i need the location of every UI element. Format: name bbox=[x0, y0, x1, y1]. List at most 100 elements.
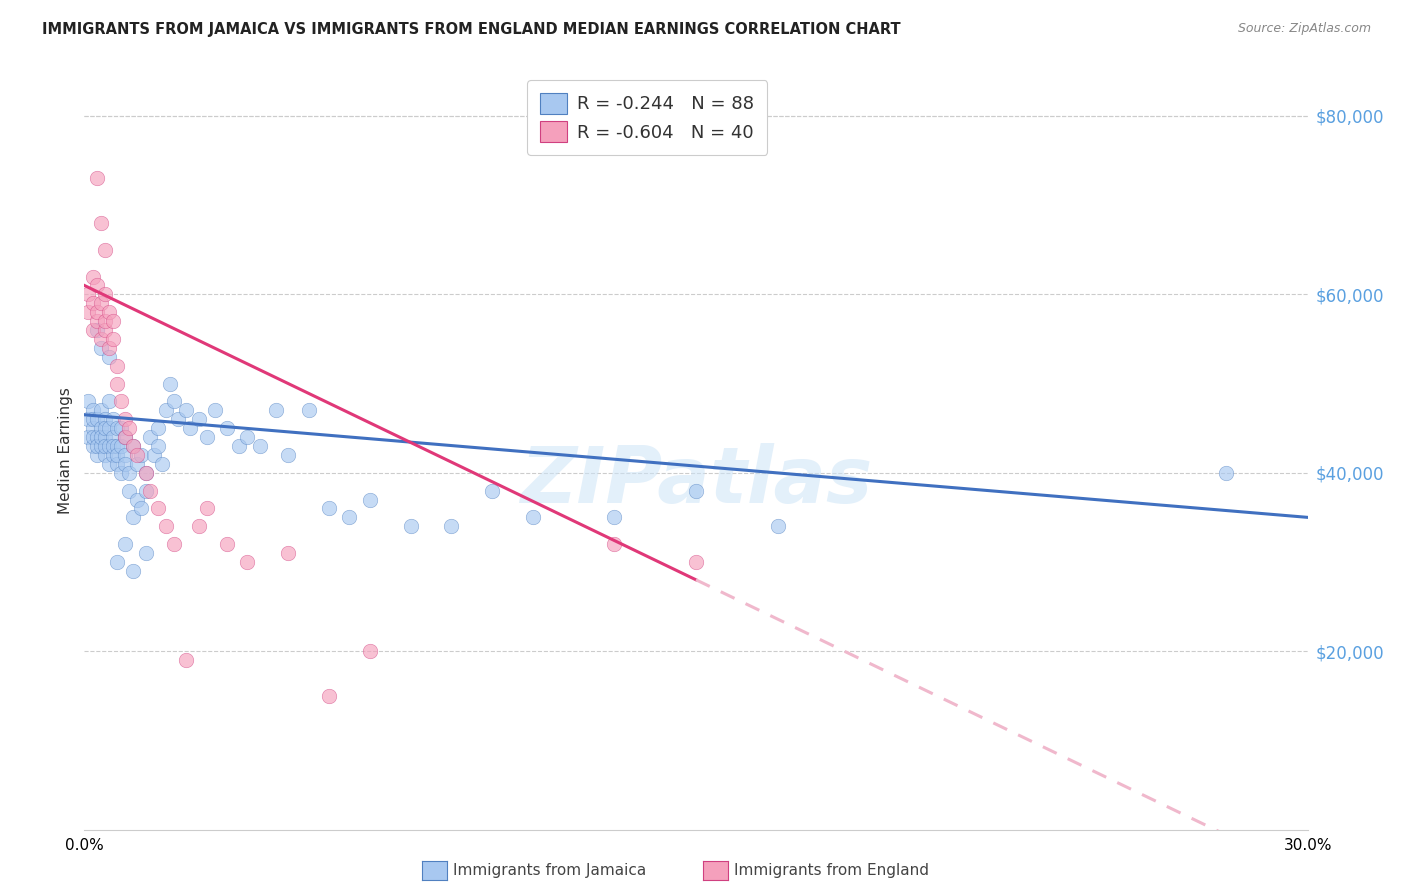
Point bbox=[135, 546, 157, 560]
Point bbox=[135, 466, 157, 480]
Point bbox=[82, 439, 104, 453]
Point bbox=[118, 421, 141, 435]
Point bbox=[86, 305, 108, 319]
Point bbox=[93, 323, 115, 337]
Point bbox=[127, 457, 149, 471]
Point bbox=[339, 510, 361, 524]
Point bbox=[685, 483, 707, 498]
Point bbox=[105, 448, 128, 462]
Point bbox=[114, 430, 136, 444]
Text: IMMIGRANTS FROM JAMAICA VS IMMIGRANTS FROM ENGLAND MEDIAN EARNINGS CORRELATION C: IMMIGRANTS FROM JAMAICA VS IMMIGRANTS FR… bbox=[42, 22, 901, 37]
Point bbox=[167, 412, 190, 426]
Point bbox=[127, 492, 149, 507]
Point bbox=[105, 555, 128, 569]
Point bbox=[603, 510, 626, 524]
Point bbox=[105, 421, 128, 435]
Point bbox=[101, 439, 124, 453]
Point bbox=[195, 501, 218, 516]
Point bbox=[146, 439, 169, 453]
Point bbox=[118, 483, 141, 498]
Point bbox=[82, 323, 104, 337]
Point bbox=[146, 501, 169, 516]
Point bbox=[101, 412, 124, 426]
Point bbox=[82, 403, 104, 417]
Point bbox=[93, 314, 115, 328]
Point bbox=[93, 448, 115, 462]
Point bbox=[236, 555, 259, 569]
Point bbox=[93, 243, 115, 257]
Point bbox=[77, 394, 100, 409]
Point bbox=[93, 430, 115, 444]
Point bbox=[97, 305, 120, 319]
Point bbox=[114, 448, 136, 462]
Point bbox=[90, 296, 112, 310]
Point bbox=[359, 644, 381, 658]
Point bbox=[522, 510, 544, 524]
Point bbox=[138, 483, 160, 498]
Point bbox=[195, 430, 218, 444]
Point bbox=[217, 421, 239, 435]
Point bbox=[298, 403, 321, 417]
Text: Immigrants from England: Immigrants from England bbox=[734, 863, 929, 878]
Point bbox=[86, 430, 108, 444]
Point bbox=[114, 537, 136, 551]
Point bbox=[135, 466, 157, 480]
Point bbox=[82, 412, 104, 426]
Point bbox=[187, 519, 209, 533]
Point bbox=[93, 439, 115, 453]
Point bbox=[122, 510, 145, 524]
Point bbox=[86, 278, 108, 293]
Point bbox=[122, 564, 145, 578]
Point bbox=[101, 332, 124, 346]
Point bbox=[86, 439, 108, 453]
Point bbox=[603, 537, 626, 551]
Point bbox=[114, 412, 136, 426]
Point bbox=[146, 421, 169, 435]
Point bbox=[150, 457, 173, 471]
Point bbox=[90, 332, 112, 346]
Point bbox=[101, 430, 124, 444]
Point bbox=[77, 287, 100, 301]
Point bbox=[187, 412, 209, 426]
Point bbox=[86, 323, 108, 337]
Point bbox=[86, 412, 108, 426]
Legend: R = -0.244   N = 88, R = -0.604   N = 40: R = -0.244 N = 88, R = -0.604 N = 40 bbox=[527, 80, 768, 154]
Point bbox=[97, 439, 120, 453]
Point bbox=[236, 430, 259, 444]
Point bbox=[174, 653, 197, 667]
Point bbox=[90, 421, 112, 435]
Point bbox=[1215, 466, 1237, 480]
Point bbox=[82, 296, 104, 310]
Point bbox=[264, 403, 287, 417]
Point bbox=[105, 439, 128, 453]
Point bbox=[105, 457, 128, 471]
Point bbox=[685, 555, 707, 569]
Point bbox=[179, 421, 201, 435]
Point bbox=[277, 448, 299, 462]
Point bbox=[249, 439, 271, 453]
Point bbox=[122, 439, 145, 453]
Point bbox=[131, 448, 153, 462]
Point bbox=[97, 421, 120, 435]
Point bbox=[228, 439, 250, 453]
Point bbox=[114, 430, 136, 444]
Point bbox=[440, 519, 463, 533]
Point bbox=[110, 466, 132, 480]
Point bbox=[93, 421, 115, 435]
Point bbox=[174, 403, 197, 417]
Point bbox=[155, 403, 177, 417]
Point bbox=[135, 483, 157, 498]
Point bbox=[82, 430, 104, 444]
Point bbox=[138, 430, 160, 444]
Point bbox=[110, 439, 132, 453]
Point bbox=[118, 466, 141, 480]
Point bbox=[86, 448, 108, 462]
Point bbox=[127, 448, 149, 462]
Point bbox=[114, 457, 136, 471]
Point bbox=[101, 314, 124, 328]
Point bbox=[122, 439, 145, 453]
Point bbox=[97, 341, 120, 355]
Point bbox=[101, 448, 124, 462]
Point bbox=[359, 492, 381, 507]
Point bbox=[93, 287, 115, 301]
